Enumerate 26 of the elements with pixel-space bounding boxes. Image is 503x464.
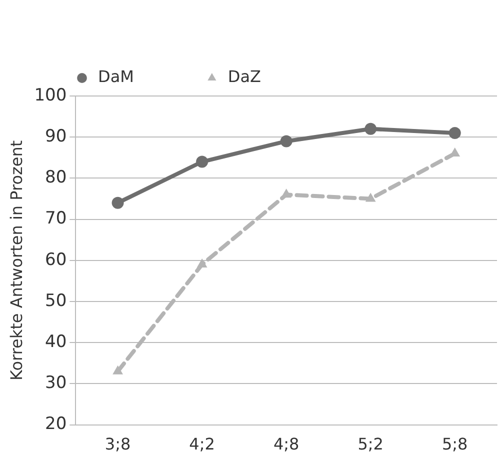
point (196, 156, 208, 168)
y-tick-label: 100 (34, 85, 67, 106)
x-tick-label: 5;2 (358, 434, 384, 454)
y-tick-label: 40 (45, 332, 67, 352)
y-tick-label: 50 (45, 290, 67, 311)
y-axis-title: Korrekte Antworten in Prozent (6, 140, 26, 380)
y-tick-label: 90 (45, 126, 67, 147)
point (280, 135, 292, 148)
point (365, 192, 376, 202)
y-tick-label: 60 (45, 250, 67, 270)
x-tick-label: 3;8 (104, 434, 131, 454)
point (448, 126, 461, 139)
y-tick-label: 70 (45, 208, 67, 229)
point (112, 365, 123, 374)
legend-label: DaZ (228, 67, 262, 86)
point (196, 258, 208, 268)
x-tick-label: 4;8 (273, 434, 300, 454)
x-tick-label: 5;8 (442, 434, 468, 454)
point (281, 188, 292, 198)
y-tick-label: 80 (45, 168, 67, 188)
x-tick-label: 4;2 (189, 434, 215, 454)
y-tick-label: 30 (45, 373, 67, 394)
y-tick-label: 20 (45, 414, 67, 434)
point (112, 196, 124, 209)
point (364, 122, 377, 135)
legend-label: DaM (98, 67, 134, 86)
